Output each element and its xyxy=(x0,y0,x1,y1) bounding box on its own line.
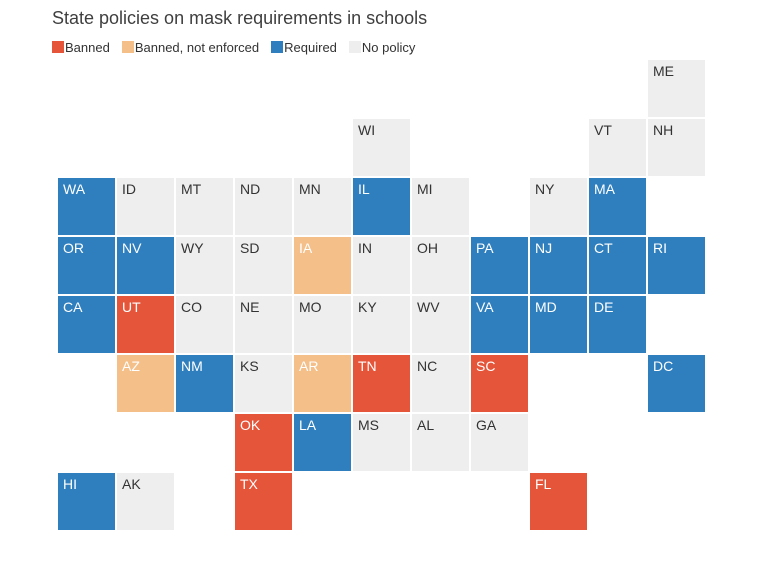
state-tile-mt: MT xyxy=(176,178,233,235)
legend-swatch-banned xyxy=(52,41,64,53)
state-tile-ak: AK xyxy=(117,473,174,530)
state-tile-wa: WA xyxy=(58,178,115,235)
state-tile-ky: KY xyxy=(353,296,410,353)
state-tile-il: IL xyxy=(353,178,410,235)
state-tile-wv: WV xyxy=(412,296,469,353)
state-tile-ny: NY xyxy=(530,178,587,235)
legend-item-banned-not-enforced: Banned, not enforced xyxy=(121,39,260,55)
state-tile-ia: IA xyxy=(294,237,351,294)
state-tile-sc: SC xyxy=(471,355,528,412)
state-tile-ut: UT xyxy=(117,296,174,353)
state-tile-co: CO xyxy=(176,296,233,353)
state-tile-va: VA xyxy=(471,296,528,353)
state-tile-ne: NE xyxy=(235,296,292,353)
state-tile-nm: NM xyxy=(176,355,233,412)
state-tile-nd: ND xyxy=(235,178,292,235)
state-tile-wi: WI xyxy=(353,119,410,176)
state-tile-mi: MI xyxy=(412,178,469,235)
state-tile-or: OR xyxy=(58,237,115,294)
state-tile-az: AZ xyxy=(117,355,174,412)
legend: Banned Banned, not enforced Required No … xyxy=(52,39,427,55)
state-tile-sd: SD xyxy=(235,237,292,294)
state-tile-oh: OH xyxy=(412,237,469,294)
state-tile-la: LA xyxy=(294,414,351,471)
state-tile-ar: AR xyxy=(294,355,351,412)
state-tile-tn: TN xyxy=(353,355,410,412)
state-tile-ma: MA xyxy=(589,178,646,235)
state-tile-in: IN xyxy=(353,237,410,294)
state-tile-ct: CT xyxy=(589,237,646,294)
legend-swatch-required xyxy=(271,41,284,53)
state-tile-nh: NH xyxy=(648,119,705,176)
state-tile-ga: GA xyxy=(471,414,528,471)
state-tile-de: DE xyxy=(589,296,646,353)
state-tile-nv: NV xyxy=(117,237,174,294)
state-tile-md: MD xyxy=(530,296,587,353)
legend-label-banned-not-enforced: Banned, not enforced xyxy=(134,39,260,55)
legend-label-required: Required xyxy=(284,39,337,55)
state-tile-fl: FL xyxy=(530,473,587,530)
state-tile-id: ID xyxy=(117,178,174,235)
state-tile-ri: RI xyxy=(648,237,705,294)
state-tile-mn: MN xyxy=(294,178,351,235)
state-tile-vt: VT xyxy=(589,119,646,176)
state-tile-mo: MO xyxy=(294,296,351,353)
state-tile-al: AL xyxy=(412,414,469,471)
state-tile-ks: KS xyxy=(235,355,292,412)
state-tile-ok: OK xyxy=(235,414,292,471)
legend-label-no-policy: No policy xyxy=(361,39,416,55)
state-tile-dc: DC xyxy=(648,355,705,412)
state-tile-nc: NC xyxy=(412,355,469,412)
legend-item-banned: Banned xyxy=(52,40,110,55)
state-tile-nj: NJ xyxy=(530,237,587,294)
legend-swatch-no-policy xyxy=(348,41,361,53)
state-tile-me: ME xyxy=(648,60,705,117)
state-tile-ms: MS xyxy=(353,414,410,471)
state-tile-pa: PA xyxy=(471,237,528,294)
legend-label-banned: Banned xyxy=(65,39,110,55)
legend-swatch-banned-not-enforced xyxy=(121,41,134,53)
legend-item-required: Required xyxy=(271,40,337,55)
state-tile-ca: CA xyxy=(58,296,115,353)
state-tile-wy: WY xyxy=(176,237,233,294)
legend-item-no-policy: No policy xyxy=(348,39,416,55)
state-tile-hi: HI xyxy=(58,473,115,530)
map-title: State policies on mask requirements in s… xyxy=(52,8,428,28)
state-tile-tx: TX xyxy=(235,473,292,530)
